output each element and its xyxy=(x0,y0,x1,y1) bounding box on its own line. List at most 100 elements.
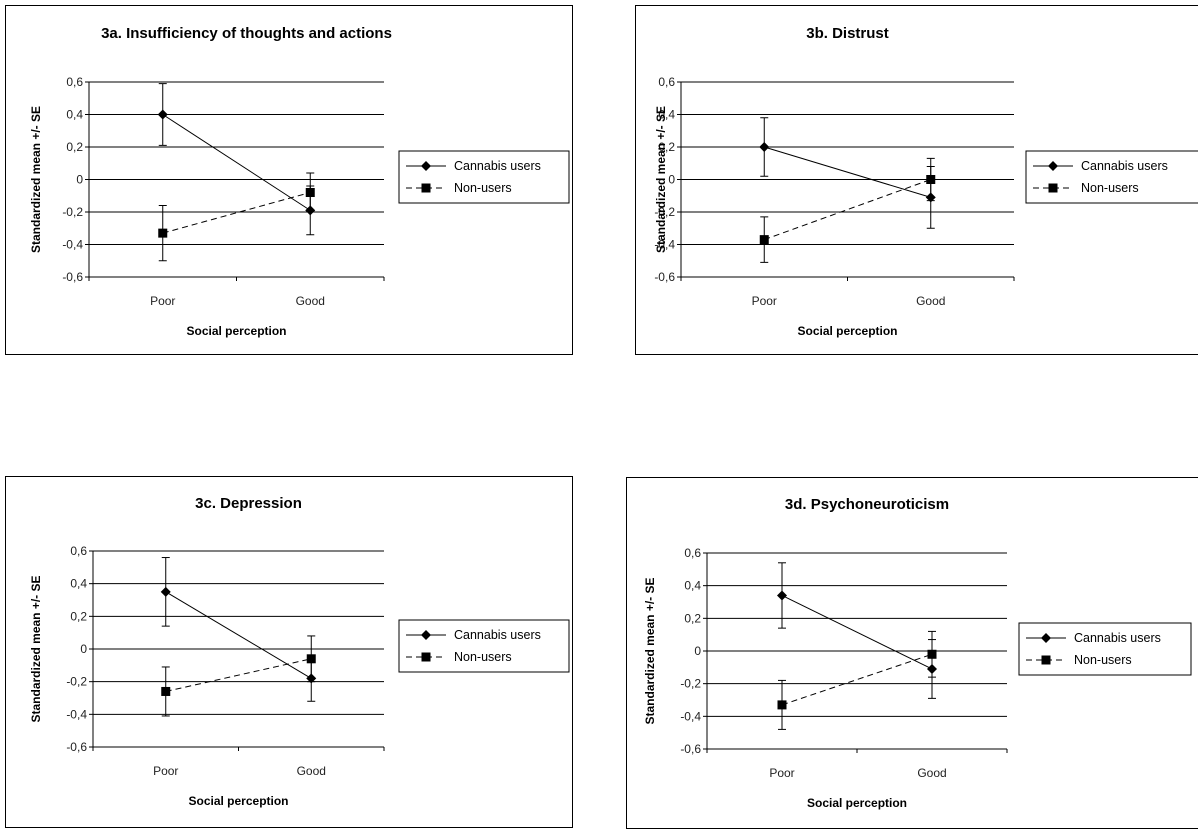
legend-label: Cannabis users xyxy=(1081,159,1168,173)
series-line xyxy=(162,114,311,211)
y-tick-label: 0,4 xyxy=(658,108,675,122)
legend-label: Cannabis users xyxy=(454,628,541,642)
y-tick-label: -0,2 xyxy=(680,677,701,691)
data-point xyxy=(777,700,787,710)
chart-panel-3a: 3a. Insufficiency of thoughts and action… xyxy=(5,5,573,355)
y-tick-label: 0 xyxy=(668,173,675,187)
legend: Cannabis users Non-users xyxy=(398,619,570,673)
series-1 xyxy=(777,630,937,730)
chart-panel-3b: 3b. Distrust 0,6 0,4 0,2 0 -0,2 -0,4 -0,6 Poor Go… xyxy=(635,5,1198,355)
y-tick-label: -0,4 xyxy=(654,238,675,252)
y-tick-label: -0,2 xyxy=(62,205,83,219)
y-tick-label: -0,4 xyxy=(680,709,701,723)
y-tick-label: -0,4 xyxy=(66,707,87,721)
chart-title: 3c. Depression xyxy=(195,495,302,512)
chart-svg: 3b. Distrust 0,6 0,4 0,2 0 -0,2 -0,4 -0,6 Poor Go… xyxy=(654,25,1198,338)
legend-marker xyxy=(1048,161,1058,171)
series-line xyxy=(764,179,931,241)
y-tick-label: 0,4 xyxy=(66,108,83,122)
y-axis-title: Standardized mean +/- SE xyxy=(29,575,43,722)
chart-panel-3c: 3c. Depression 0,6 0,4 0,2 0 -0,2 -0,4 -0,6 Poor… xyxy=(5,476,573,828)
data-point xyxy=(777,590,787,601)
series-1 xyxy=(158,172,315,262)
y-tick-label: -0,6 xyxy=(680,742,701,756)
chart-svg: 3d. Psychoneuroticism 0,6 0,4 0,2 0 -0,2 -0,4 -… xyxy=(643,496,1192,810)
series-0 xyxy=(777,562,937,699)
series-line xyxy=(162,192,311,234)
data-point xyxy=(926,175,936,184)
legend-marker xyxy=(421,652,431,662)
y-tick-label: -0,6 xyxy=(62,270,83,284)
series-line xyxy=(781,653,933,706)
x-tick-label: Good xyxy=(296,294,325,308)
y-tick-label: 0,2 xyxy=(66,140,83,154)
x-axis-title: Social perception xyxy=(186,324,286,338)
series-1 xyxy=(161,635,316,717)
y-tick-label: 0,6 xyxy=(70,544,87,558)
x-axis-title: Social perception xyxy=(188,794,288,808)
x-tick-label: Poor xyxy=(752,294,777,308)
x-tick-label: Good xyxy=(916,294,945,308)
data-point xyxy=(759,142,770,152)
chart-svg: 3c. Depression 0,6 0,4 0,2 0 -0,2 -0,4 -0,6 Poor… xyxy=(29,495,570,808)
chart-panel-3d: 3d. Psychoneuroticism 0,6 0,4 0,2 0 -0,2 -0,4 -… xyxy=(626,477,1198,829)
series-line xyxy=(764,146,931,198)
legend-label: Cannabis users xyxy=(1074,631,1161,645)
y-tick-label: -0,4 xyxy=(62,238,83,252)
series-line xyxy=(165,591,312,679)
series-line xyxy=(165,658,312,692)
chart-title: 3d. Psychoneuroticism xyxy=(785,496,949,513)
legend-marker xyxy=(1048,183,1058,193)
series-1 xyxy=(759,157,936,263)
x-tick-label: Poor xyxy=(769,766,794,780)
data-point xyxy=(160,586,171,597)
legend-label: Non-users xyxy=(1081,181,1139,195)
data-point xyxy=(158,228,168,238)
x-tick-label: Poor xyxy=(150,294,175,308)
y-tick-label: 0 xyxy=(76,173,83,187)
x-axis-title: Social perception xyxy=(797,324,897,338)
chart-title: 3a. Insufficiency of thoughts and action… xyxy=(101,25,392,42)
data-point xyxy=(157,109,168,120)
legend-marker xyxy=(1041,655,1051,665)
legend-box xyxy=(398,150,570,204)
x-tick-label: Poor xyxy=(153,764,178,778)
chart-svg: 3a. Insufficiency of thoughts and action… xyxy=(29,25,570,338)
y-tick-label: -0,2 xyxy=(66,675,87,689)
y-tick-label: -0,6 xyxy=(654,270,675,284)
y-tick-label: 0,4 xyxy=(70,577,87,591)
data-point xyxy=(161,686,171,696)
legend-label: Non-users xyxy=(454,650,512,664)
y-axis-title: Standardized mean +/- SE xyxy=(643,577,657,724)
legend-box xyxy=(1025,150,1198,204)
data-point xyxy=(306,654,316,664)
y-tick-label: 0,6 xyxy=(66,75,83,89)
legend-marker xyxy=(421,161,431,171)
legend-marker xyxy=(421,630,431,640)
y-tick-label: 0,6 xyxy=(684,546,701,560)
y-tick-label: 0,2 xyxy=(684,611,701,625)
y-tick-label: 0,6 xyxy=(658,75,675,89)
y-axis-title: Standardized mean +/- SE xyxy=(29,106,43,253)
x-axis-title: Social perception xyxy=(807,796,907,810)
y-tick-label: 0,2 xyxy=(658,140,675,154)
legend: Cannabis users Non-users xyxy=(1025,150,1198,204)
legend-marker xyxy=(1041,633,1051,643)
y-axis-title: Standardized mean +/- SE xyxy=(654,106,668,253)
x-tick-label: Good xyxy=(917,766,946,780)
legend-label: Cannabis users xyxy=(454,159,541,173)
series-0 xyxy=(160,557,317,702)
legend-label: Non-users xyxy=(1074,653,1132,667)
y-tick-label: 0 xyxy=(80,642,87,656)
data-point xyxy=(927,649,937,659)
data-point xyxy=(305,188,315,197)
legend: Cannabis users Non-users xyxy=(398,150,570,204)
y-tick-label: -0,6 xyxy=(66,740,87,754)
legend: Cannabis users Non-users xyxy=(1018,622,1192,676)
legend-marker xyxy=(421,183,431,193)
legend-box xyxy=(398,619,570,673)
legend-box xyxy=(1018,622,1192,676)
chart-title: 3b. Distrust xyxy=(806,25,889,42)
y-tick-label: 0,4 xyxy=(684,579,701,593)
y-tick-label: -0,2 xyxy=(654,205,675,219)
